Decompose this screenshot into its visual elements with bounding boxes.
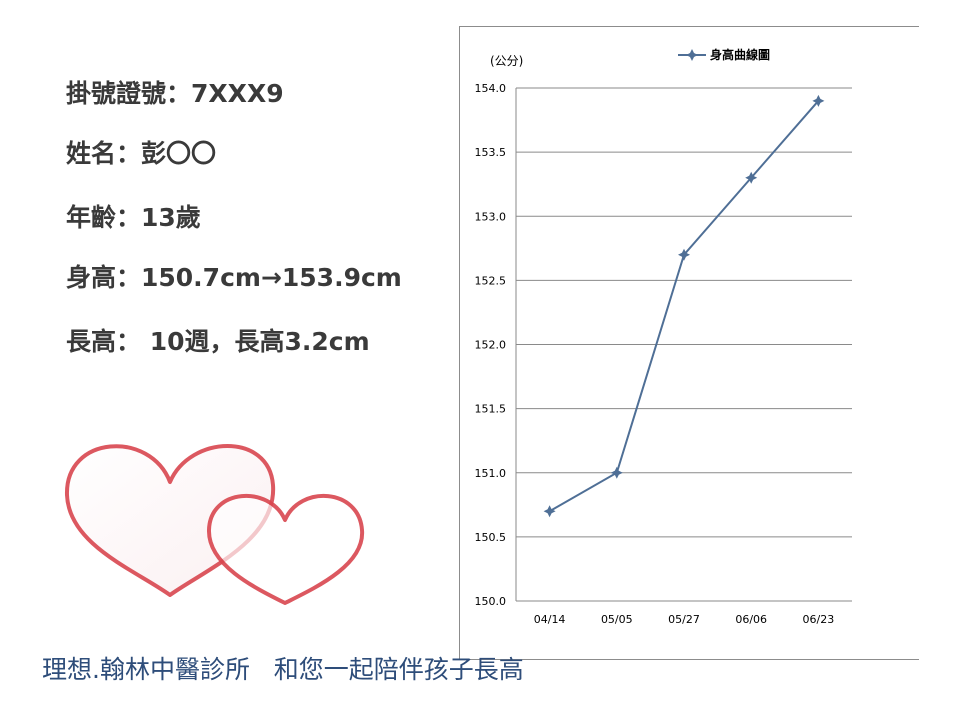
legend-marker-icon [686, 49, 698, 61]
x-tick-labels: 04/14 05/05 05/27 06/06 06/23 [534, 613, 835, 626]
hearts-illustration [64, 444, 365, 605]
chart-frame: 150.0 150.5 151.0 151.5 152.0 152.5 153.0 153.5… [459, 26, 919, 660]
height-line-chart: 150.0 150.5 151.0 151.5 152.0 152.5 153.0 153.5… [475, 47, 852, 626]
y-tick-label: 152.0 [475, 339, 507, 352]
data-point [543, 505, 556, 518]
y-tick-label: 152.5 [475, 274, 507, 287]
registration-number: 掛號證號：7XXX9 [66, 79, 284, 108]
series-layer [543, 94, 825, 518]
y-tick-label: 153.0 [475, 210, 507, 223]
x-tick-label: 05/05 [601, 613, 633, 626]
data-point [610, 466, 623, 479]
series-line [549, 100, 820, 513]
y-tick-labels: 150.0 150.5 151.0 151.5 152.0 152.5 153.0 153.5… [475, 82, 507, 608]
y-tick-label: 150.0 [475, 595, 507, 608]
heart-right-icon [206, 494, 365, 605]
data-point [812, 94, 825, 107]
y-tick-label: 151.0 [475, 467, 507, 480]
grid-lines [515, 87, 852, 602]
x-tick-label: 04/14 [534, 613, 566, 626]
x-tick-label: 05/27 [668, 613, 700, 626]
y-tick-label: 153.5 [475, 146, 507, 159]
y-unit-label: (公分) [490, 54, 523, 68]
y-tick-label: 151.5 [475, 403, 507, 416]
patient-name: 姓名：彭〇〇 [66, 139, 217, 168]
legend-label: 身高曲線圖 [710, 47, 770, 62]
height-change: 身高：150.7cm→153.9cm [66, 263, 402, 292]
y-tick-label: 150.5 [475, 531, 507, 544]
y-tick-label: 154.0 [475, 82, 507, 95]
growth-summary: 長高： 10週，長高3.2cm [66, 327, 370, 356]
data-point [745, 171, 758, 184]
clinic-footer: 理想.翰林中醫診所 和您一起陪伴孩子長高 [42, 655, 524, 684]
data-point [678, 248, 690, 261]
x-tick-label: 06/23 [803, 613, 835, 626]
legend: 身高曲線圖 [678, 47, 770, 62]
patient-age: 年齡：13歲 [66, 203, 201, 232]
x-tick-label: 06/06 [735, 613, 767, 626]
